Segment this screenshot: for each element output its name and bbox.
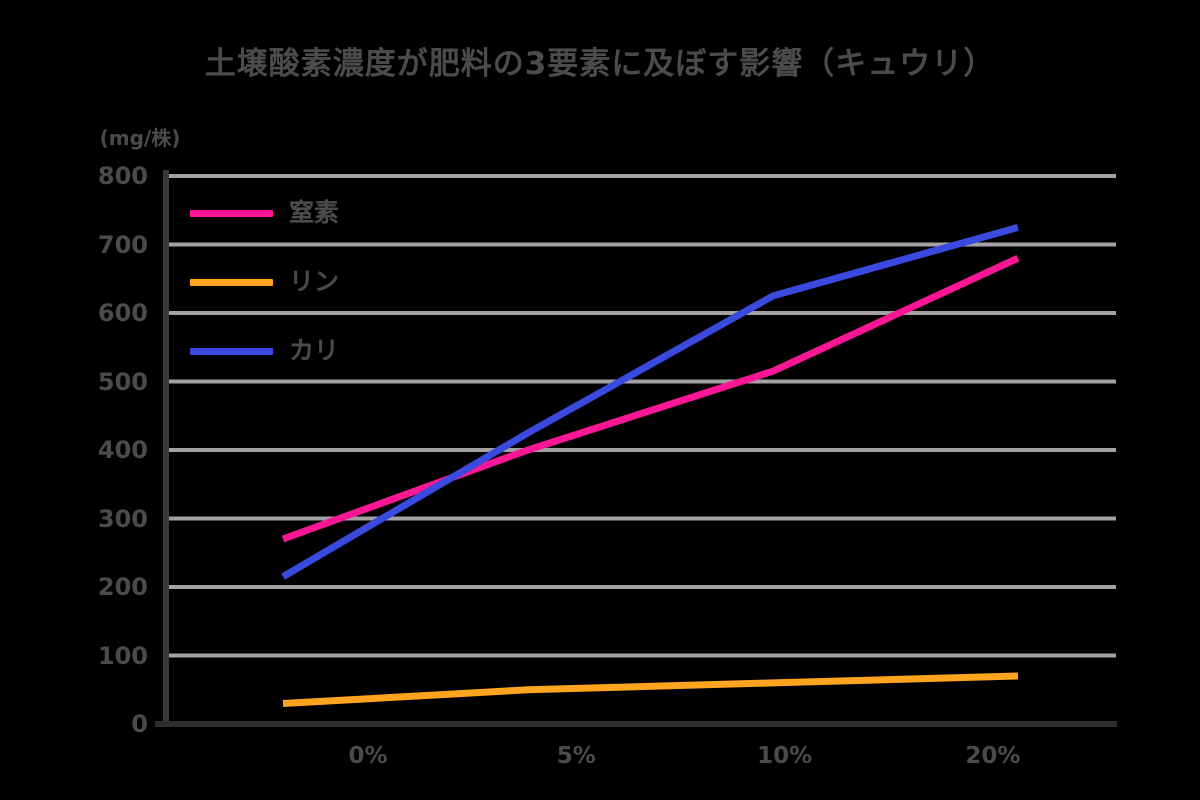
series-line-0 bbox=[281, 255, 1020, 543]
gridlines bbox=[169, 174, 1116, 658]
legend-label: 窒素 bbox=[289, 198, 340, 227]
gridline bbox=[169, 379, 1116, 384]
legend-item: 窒素 bbox=[190, 196, 339, 230]
series-line-2 bbox=[281, 224, 1019, 580]
legend-swatch bbox=[190, 209, 273, 217]
axes bbox=[155, 170, 1117, 727]
legend-item: リン bbox=[190, 265, 339, 299]
x-tick-label: 5% bbox=[556, 743, 596, 769]
y-axis-line bbox=[163, 170, 169, 727]
x-tick-label: 10% bbox=[757, 743, 813, 769]
y-tick-label: 700 bbox=[97, 230, 148, 259]
gridline bbox=[169, 653, 1116, 658]
gridline bbox=[169, 448, 1116, 452]
legend-swatch bbox=[190, 278, 273, 286]
series-line-1 bbox=[282, 672, 1019, 707]
legend-label: カリ bbox=[289, 336, 340, 365]
gridline bbox=[169, 585, 1116, 589]
y-tick-label: 200 bbox=[97, 573, 148, 601]
y-tick-label: 600 bbox=[97, 299, 148, 327]
y-tick-label: 100 bbox=[97, 641, 148, 670]
legend-label: リン bbox=[289, 267, 340, 296]
series-lines bbox=[281, 224, 1020, 707]
y-tick-label: 400 bbox=[97, 436, 148, 464]
legend-item: カリ bbox=[190, 334, 339, 368]
gridline bbox=[169, 311, 1116, 315]
y-tick-label: 500 bbox=[97, 367, 148, 396]
x-tick-label: 20% bbox=[965, 743, 1021, 769]
y-tick-label: 0 bbox=[131, 710, 148, 738]
legend-swatch bbox=[190, 347, 273, 355]
x-tick-label: 0% bbox=[348, 743, 388, 769]
x-axis-line bbox=[155, 721, 1117, 727]
chart-title: 土壌酸素濃度が肥料の3要素に及ぼす影響（キュウリ） bbox=[204, 46, 996, 82]
gridline bbox=[169, 516, 1116, 521]
y-tick-label: 300 bbox=[97, 504, 148, 533]
y-axis-unit-label: (mg/株) bbox=[99, 126, 181, 150]
gridline bbox=[169, 174, 1116, 178]
gridline bbox=[169, 242, 1116, 247]
y-tick-label: 800 bbox=[97, 162, 148, 190]
